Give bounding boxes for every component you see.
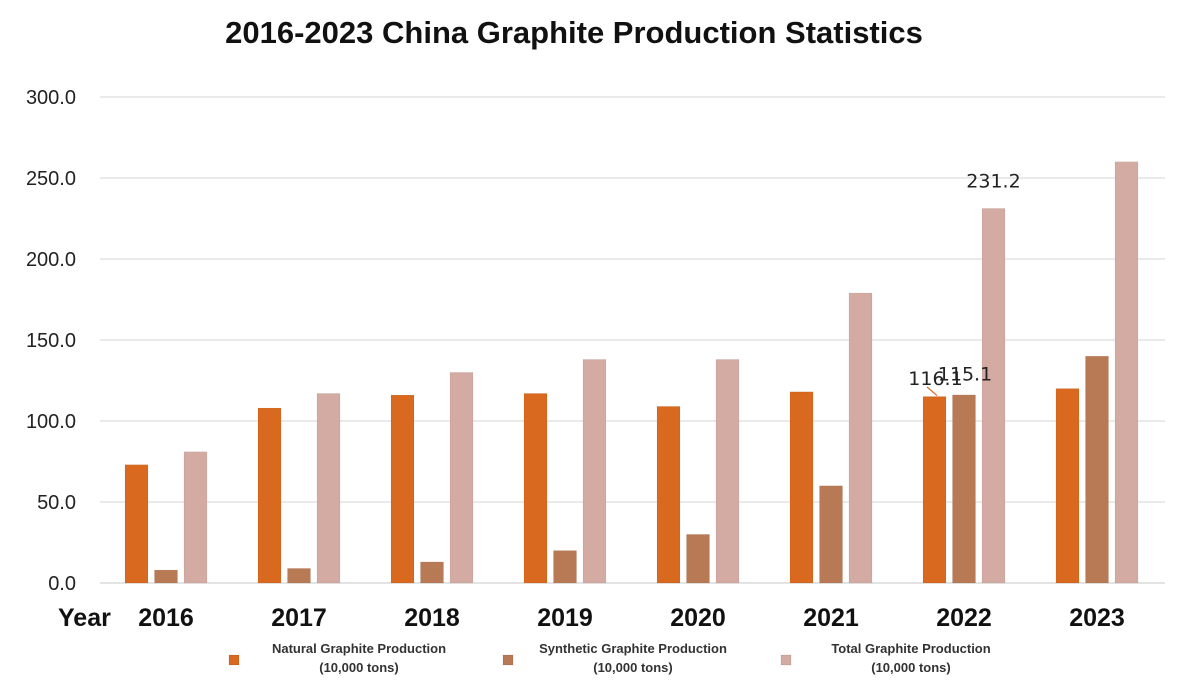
x-tick-label: 2018 — [404, 604, 460, 632]
bar — [1085, 355, 1109, 584]
y-tick-label: 300.0 — [26, 87, 76, 109]
bar — [848, 292, 873, 584]
bar — [154, 569, 178, 584]
y-tick-label: 100.0 — [26, 411, 76, 433]
bar — [789, 391, 814, 584]
bar — [582, 359, 607, 584]
bar — [287, 568, 311, 584]
bar — [124, 464, 149, 584]
bar — [922, 396, 947, 584]
bar — [316, 393, 341, 584]
legend-swatch — [502, 654, 514, 666]
y-tick-label: 50.0 — [37, 492, 76, 514]
y-tick-label: 250.0 — [26, 168, 76, 190]
bar — [1114, 161, 1139, 584]
y-tick-label: 200.0 — [26, 249, 76, 271]
bar — [715, 359, 740, 584]
bar — [257, 407, 282, 584]
bars — [124, 161, 1139, 584]
bar — [656, 406, 681, 584]
data-label-leader — [926, 386, 938, 396]
x-tick-label: 2019 — [537, 604, 593, 632]
bar — [390, 394, 415, 584]
x-tick-label: 2017 — [271, 604, 327, 632]
y-tick-label: 0.0 — [48, 573, 76, 595]
data-label: 115.1 — [938, 364, 992, 386]
x-tick-label: 2022 — [936, 604, 992, 632]
y-tick-label: 150.0 — [26, 330, 76, 352]
x-tick-label: 2020 — [670, 604, 726, 632]
x-tick-label: 2021 — [803, 604, 859, 632]
data-label: 231.2 — [966, 170, 1020, 192]
legend-unit: (10,000 tons) — [871, 660, 950, 675]
legend-label: Natural Graphite Production — [272, 641, 446, 656]
bar — [420, 561, 444, 584]
x-tick-label: 2023 — [1069, 604, 1125, 632]
bar — [1055, 388, 1080, 584]
legend: Natural Graphite Production (10,000 tons)… — [228, 641, 991, 675]
legend-unit: (10,000 tons) — [319, 660, 398, 675]
legend-label: Synthetic Graphite Production — [539, 641, 727, 656]
bar — [981, 208, 1006, 584]
legend-unit: (10,000 tons) — [593, 660, 672, 675]
y-axis: 0.0 50.0 100.0 150.0 200.0 250.0 300.0 — [26, 87, 76, 595]
legend-swatch — [228, 654, 240, 666]
bar — [686, 534, 710, 584]
x-axis-label: Year — [58, 604, 111, 632]
legend-swatch — [780, 654, 792, 666]
bar — [449, 372, 474, 584]
bar — [553, 550, 577, 584]
bar — [183, 451, 208, 584]
chart-title: 2016-2023 China Graphite Production Stat… — [225, 15, 923, 50]
bar — [952, 394, 976, 584]
x-tick-label: 2016 — [138, 604, 194, 632]
data-label: 116.1 — [908, 368, 962, 390]
bar — [523, 393, 548, 584]
legend-label: Total Graphite Production — [831, 641, 990, 656]
bar — [819, 485, 843, 584]
x-axis: 2016 2017 2018 2019 2020 2021 2022 2023 — [138, 604, 1125, 632]
